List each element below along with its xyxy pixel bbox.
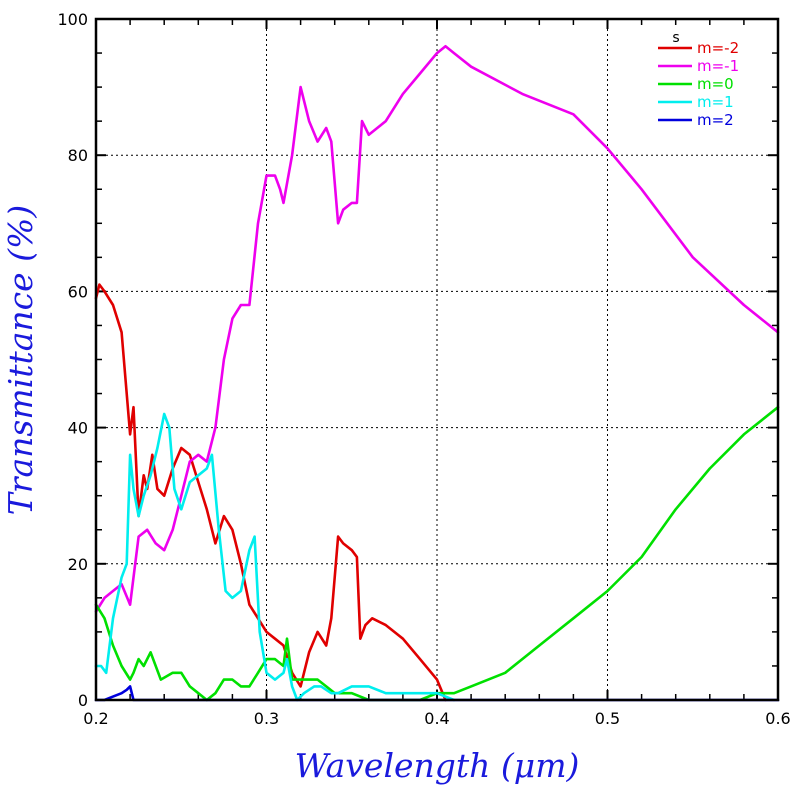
y-axis-title: Transmittance (%): [1, 205, 40, 516]
legend-title: s: [672, 30, 679, 46]
x-axis-title: Wavelength (μm): [295, 746, 580, 785]
y-tick-label: 60: [68, 282, 88, 301]
legend-label: m=-2: [697, 39, 739, 57]
legend-label: m=-1: [697, 57, 739, 75]
series-lines: [94, 44, 780, 702]
y-tick-label: 20: [68, 555, 88, 574]
y-tick-label: 0: [78, 691, 88, 710]
series-line-m-1: [94, 44, 780, 613]
x-tick-label: 0.4: [424, 709, 449, 728]
legend-label: m=2: [697, 111, 734, 129]
series-line-m-2: [94, 283, 447, 702]
grid-lines: [96, 19, 778, 700]
series-line-m-0: [94, 405, 780, 702]
legend-label: m=1: [697, 93, 734, 111]
plot-frame: [94, 17, 780, 702]
x-tick-label: 0.5: [595, 709, 620, 728]
legend: s m=-2m=-1m=0m=1m=2: [658, 30, 739, 129]
y-tick-label: 100: [57, 10, 88, 29]
x-tick-label: 0.3: [254, 709, 279, 728]
x-tick-label: 0.2: [83, 709, 108, 728]
x-tick-label: 0.6: [765, 709, 790, 728]
y-tick-label: 80: [68, 146, 88, 165]
legend-label: m=0: [697, 75, 734, 93]
series-line-m-1: [94, 412, 456, 702]
y-tick-label: 40: [68, 419, 88, 438]
tick-labels: 0.2 0.3 0.4 0.5 0.6 0 20 40 60 80 100: [57, 10, 790, 728]
